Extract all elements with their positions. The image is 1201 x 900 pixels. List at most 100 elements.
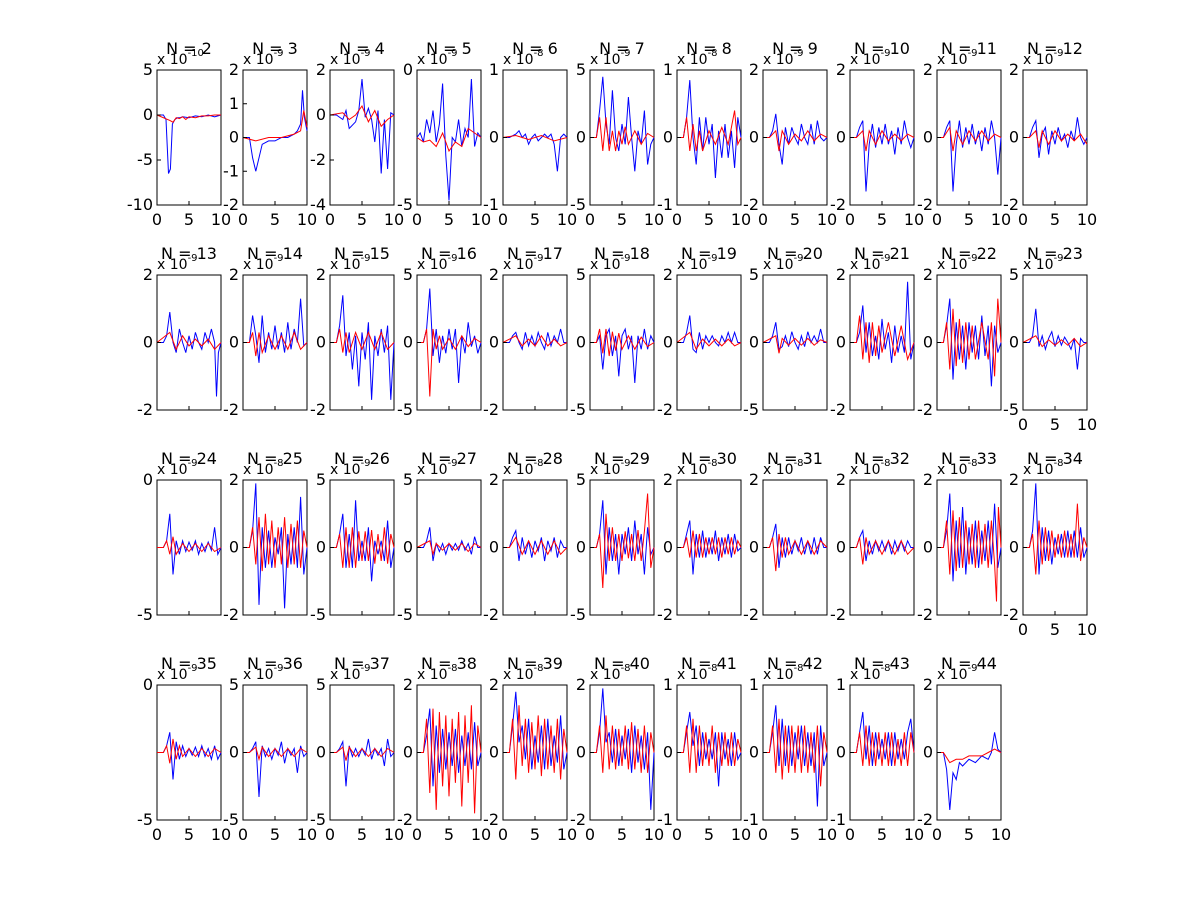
series-line [243, 513, 308, 572]
subplot: 10-10 5 10x 10-8N = 42 [743, 654, 837, 844]
y-tick-label: 0 [749, 743, 759, 762]
x-tick-label: 0 [412, 825, 422, 844]
subplot-title: N = 11 [941, 39, 997, 58]
axes-box [849, 274, 915, 411]
x-tick-label: 10 [1077, 415, 1097, 434]
axes-box [589, 479, 655, 616]
subplot: 2 0 -2 x 10-9N = 21 [830, 244, 915, 419]
series-line [502, 134, 568, 142]
y-tick-label: -5 [1003, 400, 1019, 419]
y-tick-label: 2 [836, 470, 846, 489]
exponent-label: x 10-10 [157, 48, 204, 68]
y-tick-label: 0 [836, 128, 846, 147]
y-tick-label: 0 [316, 538, 326, 557]
exponent-label: x 10-8 [590, 663, 631, 683]
y-tick-label: -5 [310, 605, 326, 624]
x-tick-label: 5 [704, 825, 714, 844]
y-tick-label: -5 [570, 400, 586, 419]
axes-box [676, 69, 742, 206]
y-tick-label: 0 [489, 743, 499, 762]
series-line [157, 738, 222, 764]
subplot-title: N = 12 [1027, 39, 1083, 58]
y-tick-label: 2 [489, 265, 499, 284]
x-tick-label: 0 [672, 825, 682, 844]
exponent-label: x 10-8 [677, 663, 718, 683]
series-line [330, 500, 395, 582]
series-line [1023, 129, 1088, 148]
subplot-title: N = 2 [166, 39, 212, 58]
y-tick-label: 2 [836, 265, 846, 284]
exponent-label: x 10-9 [330, 253, 371, 273]
subplot-title: N = 21 [854, 244, 910, 263]
axes-box [156, 69, 222, 206]
series-line [156, 331, 222, 351]
series-line [416, 540, 482, 557]
x-tick-label: 10 [211, 210, 231, 229]
y-tick-label: 0 [143, 105, 153, 124]
axes-box [416, 69, 482, 206]
series-line [937, 748, 1002, 764]
y-tick-label: 1 [663, 60, 673, 79]
y-tick-label: 1 [749, 675, 759, 694]
y-tick-label: -2 [917, 810, 933, 829]
series-line [243, 745, 308, 762]
axes-box [329, 274, 395, 411]
y-tick-label: -5 [137, 810, 153, 829]
exponent-label: x 10-8 [1023, 458, 1064, 478]
y-tick-label: 0 [749, 128, 759, 147]
subplot: 10-10 5 10x 10-8N = 8 [657, 39, 751, 229]
series-line [762, 335, 828, 354]
y-tick-label: 0 [923, 333, 933, 352]
x-tick-label: 5 [790, 210, 800, 229]
y-tick-label: 0 [316, 105, 326, 124]
series-line [763, 523, 827, 568]
y-tick-label: -1 [743, 810, 759, 829]
series-line [763, 129, 828, 152]
y-tick-label: 0 [576, 743, 586, 762]
subplot-title: N = 3 [252, 39, 298, 58]
x-tick-label: 5 [1050, 415, 1060, 434]
y-tick-label: -5 [137, 150, 153, 169]
axes-box [416, 684, 482, 821]
exponent-label: x 10-9 [157, 663, 198, 683]
subplot: 20-20 5 10x 10-8N = 34 [1003, 449, 1097, 639]
series-line [330, 527, 395, 568]
y-tick-label: 0 [923, 538, 933, 557]
subplot: 2 0 -2 x 10-8N = 31 [743, 449, 828, 624]
y-tick-label: 0 [923, 128, 933, 147]
axes-box [1022, 274, 1088, 411]
series-line [850, 537, 915, 565]
exponent-label: x 10-8 [677, 458, 718, 478]
x-tick-label: 0 [585, 210, 595, 229]
x-tick-label: 10 [1077, 620, 1097, 639]
series-line [850, 315, 915, 363]
subplot-title: N = 40 [594, 654, 650, 673]
subplot: 0 -5 x 10-9N = 24 [137, 449, 222, 624]
x-tick-label: 10 [817, 825, 837, 844]
subplot: 20-20 5 10x 10-9N = 9 [743, 39, 837, 229]
y-tick-label: 2 [923, 265, 933, 284]
y-tick-label: 0 [1009, 128, 1019, 147]
x-tick-label: 5 [530, 825, 540, 844]
y-tick-label: 2 [229, 265, 239, 284]
exponent-label: x 10-9 [590, 48, 631, 68]
subplot-title: N = 4 [339, 39, 385, 58]
series-line [503, 705, 568, 780]
series-line [677, 315, 741, 354]
exponent-label: x 10-9 [1023, 48, 1064, 68]
series-line [243, 330, 308, 357]
x-tick-label: 0 [325, 825, 335, 844]
axes-box [242, 684, 308, 821]
x-tick-label: 0 [585, 825, 595, 844]
subplot: 50-50 5 10x 10-9N = 23 [1003, 244, 1097, 434]
y-tick-label: -5 [743, 400, 759, 419]
y-tick-label: 1 [663, 675, 673, 694]
x-tick-label: 0 [1018, 620, 1028, 639]
subplot-title: N = 10 [854, 39, 910, 58]
series-line [1023, 503, 1088, 575]
y-tick-label: -5 [137, 605, 153, 624]
subplot-title: N = 20 [767, 244, 823, 263]
y-tick-label: -5 [570, 195, 586, 214]
y-tick-label: 0 [489, 333, 499, 352]
subplot: 5 0 -5 x 10-9N = 16 [397, 244, 482, 419]
